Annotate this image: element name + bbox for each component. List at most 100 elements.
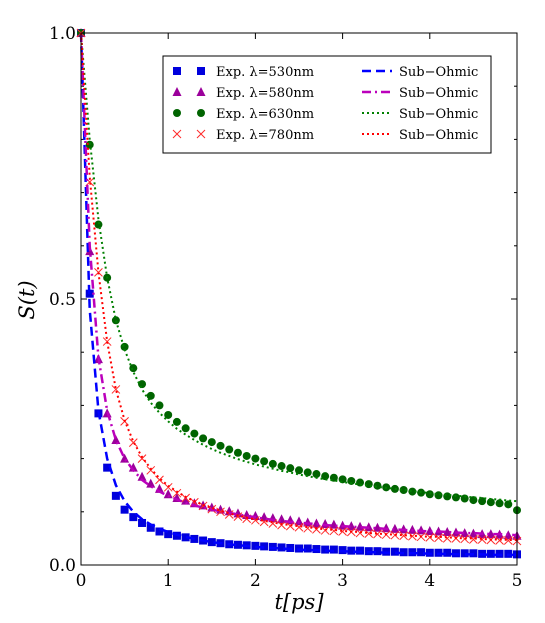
x-tick-label: 4 xyxy=(424,571,435,591)
data-point xyxy=(207,438,216,447)
data-point xyxy=(277,543,286,552)
data-point xyxy=(312,470,321,479)
legend-marker xyxy=(197,109,205,117)
data-point xyxy=(137,471,147,481)
data-point xyxy=(399,485,408,494)
data-point xyxy=(224,510,234,519)
data-point xyxy=(181,495,191,505)
data-point xyxy=(451,493,460,502)
data-point xyxy=(155,475,164,485)
data-point xyxy=(468,528,478,538)
data-point xyxy=(442,534,452,543)
data-point xyxy=(286,464,295,473)
data-point xyxy=(190,429,199,438)
data-point xyxy=(163,489,173,499)
legend-marker xyxy=(172,129,182,139)
data-point xyxy=(486,529,496,539)
data-point xyxy=(311,518,321,528)
data-point xyxy=(120,505,129,514)
legend-marker xyxy=(197,67,205,75)
data-point xyxy=(103,463,112,472)
data-point xyxy=(268,519,278,528)
data-point xyxy=(417,548,426,557)
data-point xyxy=(442,527,452,537)
data-point xyxy=(303,468,312,477)
data-point xyxy=(390,523,400,533)
data-point xyxy=(478,497,487,506)
data-point xyxy=(277,462,286,471)
legend-box xyxy=(162,55,492,154)
series-7 xyxy=(80,32,517,541)
legend-label: Sub−Ohmic xyxy=(399,128,478,143)
legend-marker xyxy=(196,129,206,139)
data-point xyxy=(285,521,295,531)
series-line xyxy=(79,32,518,537)
data-point xyxy=(460,494,469,503)
data-point xyxy=(312,525,321,534)
data-point xyxy=(129,364,138,373)
data-point xyxy=(390,547,399,556)
data-point xyxy=(155,527,164,536)
data-point xyxy=(347,476,356,485)
y-tick-label: 1.0 xyxy=(49,24,76,44)
data-point xyxy=(321,545,330,554)
legend-marker xyxy=(173,109,181,117)
data-point xyxy=(111,385,121,394)
data-point xyxy=(338,527,347,536)
data-point xyxy=(198,501,208,511)
legend-label: Exp. λ=780nm xyxy=(216,128,314,143)
data-point xyxy=(408,487,417,496)
data-point xyxy=(373,547,382,556)
data-point xyxy=(163,482,173,492)
data-point xyxy=(320,526,330,535)
series-5 xyxy=(79,32,518,537)
data-point xyxy=(495,499,504,508)
data-point xyxy=(155,401,164,410)
data-point xyxy=(128,438,138,447)
data-point xyxy=(85,140,94,149)
data-point xyxy=(346,521,356,531)
data-point xyxy=(460,528,470,538)
data-point xyxy=(164,410,173,419)
y-tick-label: 0.5 xyxy=(49,290,76,310)
legend-label: Exp. λ=530nm xyxy=(216,65,314,80)
data-point xyxy=(504,500,513,509)
y-axis-label: S(t) xyxy=(15,280,39,319)
plot-frame xyxy=(80,32,518,566)
data-point xyxy=(138,518,147,527)
data-point xyxy=(207,538,216,547)
data-point xyxy=(242,451,251,460)
data-point xyxy=(111,491,120,500)
data-point xyxy=(295,466,303,475)
data-point xyxy=(321,472,330,481)
legend-marker xyxy=(196,87,206,96)
series-line xyxy=(80,32,517,541)
data-point xyxy=(425,490,434,499)
data-point xyxy=(181,533,190,542)
data-point xyxy=(216,441,225,450)
plot-layer xyxy=(76,28,522,559)
data-point xyxy=(277,520,286,530)
data-point xyxy=(329,526,339,536)
data-point xyxy=(233,448,242,457)
data-point xyxy=(172,417,181,426)
data-point xyxy=(373,529,382,539)
x-tick-label: 5 xyxy=(512,571,523,591)
data-point xyxy=(181,424,190,433)
ticks-layer: 0 1 2 3 4 5 0.0 0.5 1.0 xyxy=(49,24,522,591)
data-point xyxy=(233,540,242,549)
data-point xyxy=(102,337,112,346)
x-tick-label: 2 xyxy=(250,571,261,591)
data-point xyxy=(503,530,513,540)
data-point xyxy=(399,531,408,541)
series-line xyxy=(79,32,517,557)
data-point xyxy=(503,536,513,545)
data-point xyxy=(199,434,208,443)
data-point xyxy=(347,546,356,555)
x-axis-label: t[ps] xyxy=(274,590,324,614)
data-point xyxy=(477,535,487,544)
data-point xyxy=(146,523,155,532)
data-point xyxy=(373,481,382,490)
x-tick-label: 1 xyxy=(163,571,174,591)
data-point xyxy=(329,545,338,554)
